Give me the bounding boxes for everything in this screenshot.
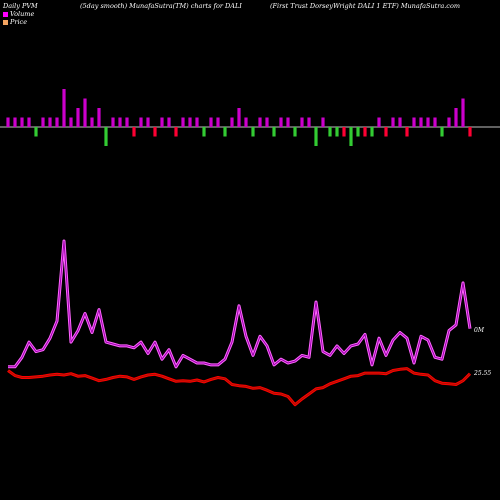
pvm-bar [97,108,101,127]
header-right: (First Trust DorseyWright DALI 1 ETF) Mu… [270,2,461,10]
pvm-bar [307,117,311,127]
legend-volume-swatch [3,11,8,17]
pvm-bar [342,127,346,137]
pvm-bar [118,117,122,127]
pvm-bar [111,117,115,127]
pvm-bar [27,117,31,127]
pvm-bar [447,117,451,127]
pvm-bar [461,98,465,127]
pvm-bar [90,117,94,127]
pvm-bar [251,127,255,137]
pvm-bar [321,117,325,127]
pvm-bar [412,117,416,127]
pvm-bar [195,117,199,127]
pvm-bar [83,98,87,127]
pvm-bar [48,117,52,127]
pvm-bar [293,127,297,137]
pvm-bar [265,117,269,127]
pvm-bar [272,127,276,137]
volume-line-core [8,240,471,368]
pvm-bar [279,117,283,127]
pvm-bar [286,117,290,127]
pvm-bar [237,108,241,127]
pvm-bar [405,127,409,137]
pvm-bar [335,127,339,137]
pvm-bar [419,117,423,127]
pvm-bar [440,127,444,137]
pvm-bar [230,117,234,127]
price-line [7,367,472,407]
pvm-bar [258,117,262,127]
pvm-bar [328,127,332,137]
volume-end-label: 0M [474,327,484,334]
pvm-bar [139,117,143,127]
volume-line [8,239,472,369]
pvm-bar [356,127,360,137]
pvm-bar [209,117,213,127]
pvm-bar [160,117,164,127]
pvm-bars [6,89,472,146]
pvm-bar [426,117,430,127]
pvm-bar [132,127,136,137]
pvm-bar [34,127,38,137]
pvm-bar [6,117,10,127]
pvm-bar [153,127,157,137]
pvm-bar [55,117,59,127]
pvm-bar [167,117,171,127]
price-line-core [7,368,471,406]
pvm-bar [363,127,367,137]
legend-price: Price [3,18,27,26]
pvm-bar [398,117,402,127]
pvm-bar [13,117,17,127]
pvm-bar [314,127,318,146]
pvm-bar [391,117,395,127]
pvm-bar [41,117,45,127]
header-left: Daily PVM [3,2,38,10]
pvm-bar [468,127,472,137]
pvm-bar [76,108,80,127]
pvm-bar [188,117,192,127]
pvm-bar [104,127,108,146]
legend-volume-label: Volume [10,10,35,18]
pvm-bar [384,127,388,137]
legend-price-swatch [3,19,8,25]
pvm-bar [125,117,129,127]
pvm-bar [370,127,374,137]
pvm-bar [181,117,185,127]
pvm-bar [202,127,206,137]
pvm-bar [433,117,437,127]
header-middle: (5day smooth) MunafaSutra(TM) charts for… [80,2,242,10]
pvm-bar [454,108,458,127]
price-end-label: 25.55 [474,370,492,377]
pvm-bar [174,127,178,137]
pvm-bar [20,117,24,127]
pvm-bar [223,127,227,137]
series-lines [7,239,472,407]
pvm-bar [62,89,66,127]
pvm-bar [216,117,220,127]
legend-price-label: Price [10,18,28,26]
pvm-bar [300,117,304,127]
legend-volume: Volume [3,10,34,18]
pvm-bar [244,117,248,127]
pvm-bar [377,117,381,127]
pvm-bar [146,117,150,127]
pvm-bar [69,117,73,127]
pvm-bar [349,127,353,146]
